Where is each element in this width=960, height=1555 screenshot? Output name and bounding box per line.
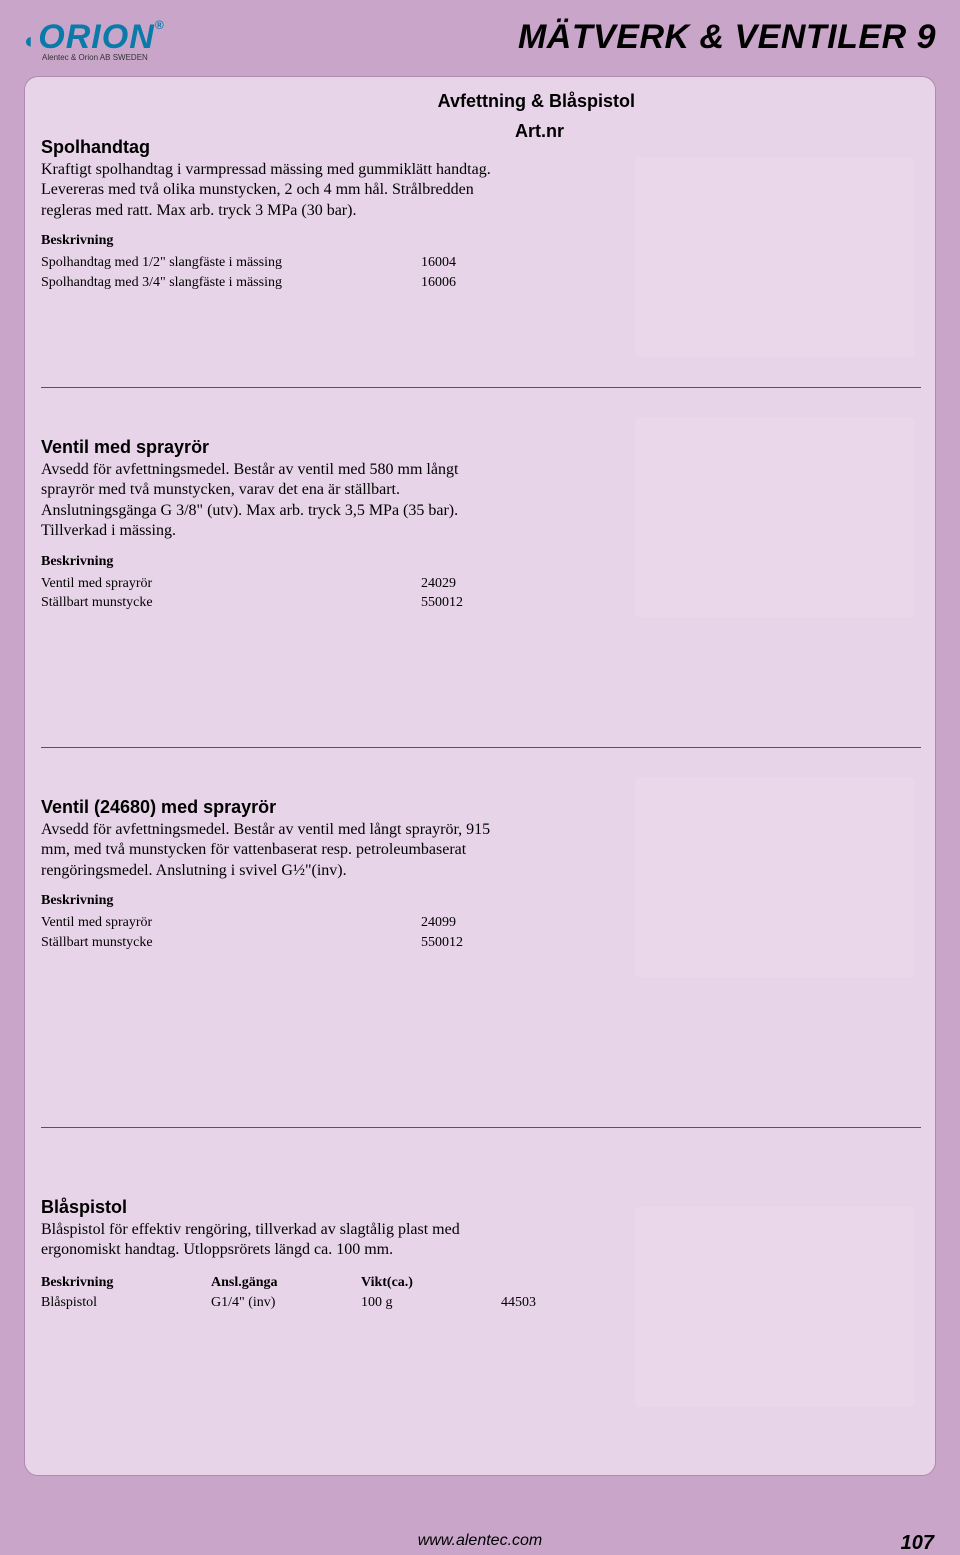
product-image	[635, 417, 915, 617]
section-spolhandtag: Spolhandtag Kraftigt spolhandtag i varmp…	[41, 137, 601, 293]
section-ventil-24680: Ventil (24680) med sprayrör Avsedd för a…	[41, 797, 601, 953]
product-image	[635, 157, 915, 357]
beskrivning-header: Beskrivning	[41, 233, 601, 249]
section-title: Blåspistol	[41, 1197, 661, 1218]
table-row: Ställbart munstycke 550012	[41, 593, 601, 613]
section-title: Ventil (24680) med sprayrör	[41, 797, 601, 818]
section-blaspistol: Blåspistol Blåspistol för effektiv rengö…	[41, 1197, 661, 1312]
product-image	[635, 1207, 915, 1407]
divider	[41, 1127, 921, 1128]
section-desc: Avsedd för avfettningsmedel. Består av v…	[41, 460, 511, 542]
table-row: Ventil med sprayrör 24099	[41, 913, 601, 933]
table-row: Spolhandtag med 1/2" slangfäste i mässin…	[41, 253, 601, 273]
section-title: Ventil med sprayrör	[41, 437, 601, 458]
category-label: Avfettning & Blåspistol	[355, 91, 635, 112]
divider	[41, 387, 921, 388]
logo-subline: Alentec & Orion AB SWEDEN	[24, 53, 224, 62]
section-ventil-sprayror: Ventil med sprayrör Avsedd för avfettnin…	[41, 437, 601, 613]
table-header: Beskrivning Ansl.gänga Vikt(ca.)	[41, 1273, 661, 1293]
brand-logo: ◐ORION® Alentec & Orion AB SWEDEN	[24, 18, 224, 72]
content-panel: Avfettning & Blåspistol Art.nr Spolhandt…	[24, 76, 936, 1476]
table-row: Ventil med sprayrör 24029	[41, 574, 601, 594]
product-image	[635, 777, 915, 977]
table-row: Ställbart munstycke 550012	[41, 933, 601, 953]
section-desc: Kraftigt spolhandtag i varmpressad mässi…	[41, 160, 511, 221]
page-number: 107	[901, 1532, 934, 1555]
table-row: Spolhandtag med 3/4" slangfäste i mässin…	[41, 273, 601, 293]
logo-brand: ORION	[38, 18, 154, 56]
page-title: MÄTVERK & VENTILER 9	[518, 18, 936, 57]
footer-url: www.alentec.com	[418, 1532, 543, 1550]
section-desc: Blåspistol för effektiv rengöring, tillv…	[41, 1220, 511, 1261]
section-title: Spolhandtag	[41, 137, 601, 158]
table-row: Blåspistol G1/4" (inv) 100 g 44503	[41, 1293, 661, 1313]
beskrivning-header: Beskrivning	[41, 554, 601, 570]
divider	[41, 747, 921, 748]
section-desc: Avsedd för avfettningsmedel. Består av v…	[41, 820, 511, 881]
beskrivning-header: Beskrivning	[41, 893, 601, 909]
